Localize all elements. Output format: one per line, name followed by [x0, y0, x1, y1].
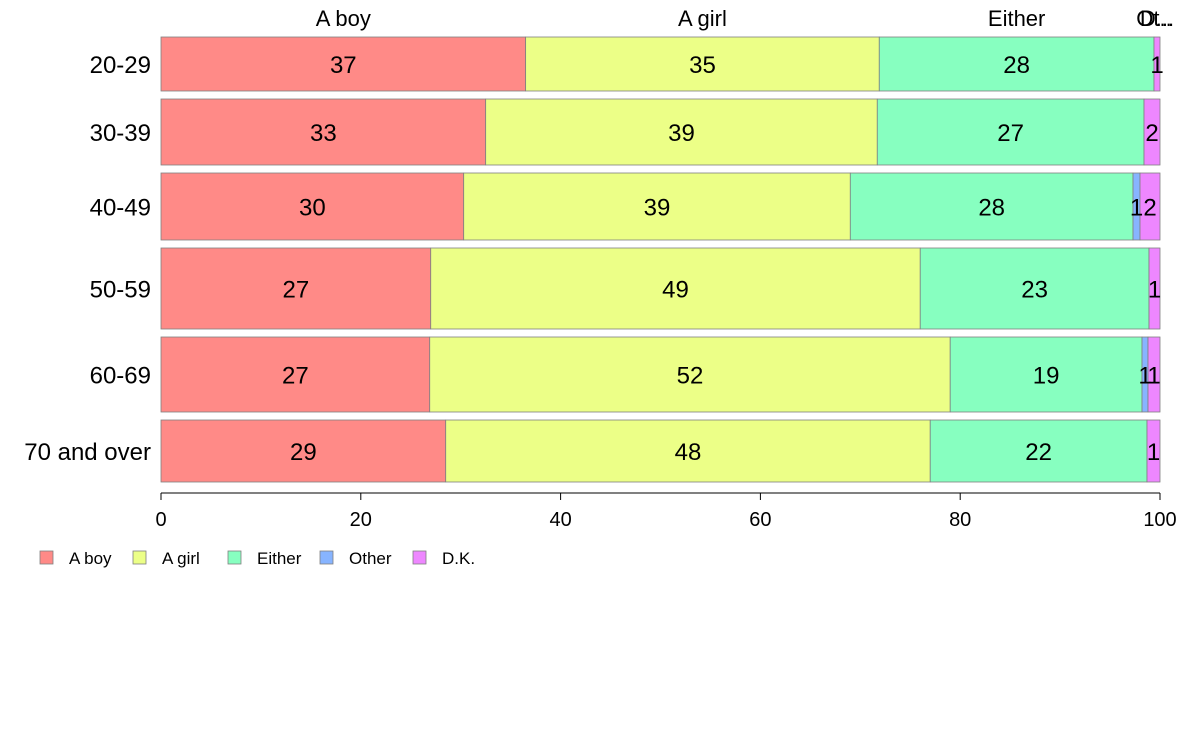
top-series-label: Either	[988, 6, 1045, 31]
top-series-label: D...	[1140, 6, 1174, 31]
bar-segment	[160, 336, 431, 413]
bar-value-label: 30	[299, 195, 326, 222]
legend-swatch	[319, 550, 334, 565]
bar-segment	[849, 172, 1134, 241]
legend-swatch	[39, 550, 54, 565]
bar-value-label: 1	[1138, 363, 1151, 390]
x-axis: 0 20 40 60 80 100	[155, 492, 1177, 531]
top-series-label: Ot..	[1136, 6, 1171, 31]
bar-value-label: 52	[677, 363, 704, 390]
bar-value-label: 33	[310, 120, 337, 147]
bar-value-label: 39	[668, 120, 695, 147]
legend-swatch	[227, 550, 242, 565]
bar-value-label: 27	[283, 277, 310, 304]
category-label: 40-49	[90, 195, 151, 222]
bar-segment	[1148, 247, 1161, 330]
bar-segment	[1139, 172, 1161, 241]
category-labels: 20-29 30-39 40-49 50-59 60-69 70 and over	[24, 52, 151, 466]
bar-segment	[445, 419, 931, 483]
legend-label: A boy	[69, 549, 112, 568]
bar-segment	[525, 36, 880, 92]
x-tick-label: 40	[549, 509, 571, 531]
bar-segment	[429, 336, 951, 413]
bar-value-label: 2	[1145, 120, 1158, 147]
top-series-label: A boy	[316, 6, 371, 31]
category-label: 60-69	[90, 363, 151, 390]
bar-value-label: 2	[1143, 195, 1156, 222]
bar-segment	[160, 419, 447, 483]
bar-segment	[485, 98, 878, 166]
bar-segment	[878, 36, 1155, 92]
x-tick-label: 100	[1143, 509, 1176, 531]
bar-segment	[160, 172, 465, 241]
bar-value-label: 27	[282, 363, 309, 390]
bar-segment	[1153, 36, 1161, 92]
bar-value-label: 49	[662, 277, 689, 304]
x-tick-label: 20	[350, 509, 372, 531]
bar-segment	[160, 98, 487, 166]
bar-segment	[463, 172, 851, 241]
category-label: 70 and over	[24, 439, 151, 466]
bar-segment	[949, 336, 1143, 413]
bar-value-label: 1	[1150, 52, 1163, 79]
legend-label: D.K.	[442, 549, 475, 568]
bar-value-label: 28	[1003, 52, 1030, 79]
x-tick-label: 80	[949, 509, 971, 531]
bar-value-label: 37	[330, 52, 357, 79]
legend-label: Either	[257, 549, 302, 568]
bar-value-label: 1	[1130, 195, 1143, 222]
x-tick-label: 60	[749, 509, 771, 531]
bar-value-label: 1	[1147, 439, 1160, 466]
category-label: 30-39	[90, 120, 151, 147]
bar-value-label: 19	[1033, 363, 1060, 390]
bar-value-label: 23	[1021, 277, 1048, 304]
category-label: 20-29	[90, 52, 151, 79]
legend-label: Other	[349, 549, 392, 568]
bar-segment	[929, 419, 1148, 483]
legend: A boy A girl Either Other D.K.	[39, 549, 475, 568]
bar-value-label: 28	[978, 195, 1005, 222]
bar-value-label: 1	[1147, 363, 1160, 390]
x-tick-label: 0	[155, 509, 166, 531]
bar-value-label: 48	[675, 439, 702, 466]
legend-swatch	[132, 550, 147, 565]
bar-segment	[1147, 336, 1161, 413]
bar-segment	[876, 98, 1145, 166]
bar-value-label: 22	[1025, 439, 1052, 466]
bar-value-label: 29	[290, 439, 317, 466]
legend-label: A girl	[162, 549, 200, 568]
bar-value-label: 35	[689, 52, 716, 79]
bar-segment	[1146, 419, 1161, 483]
bar-segment	[919, 247, 1150, 330]
category-label: 50-59	[90, 277, 151, 304]
bar-value-label: 27	[997, 120, 1024, 147]
top-series-labels: A boy A girl Either Ot..D...	[316, 6, 1174, 31]
legend-swatch	[412, 550, 427, 565]
bar-segment	[1143, 98, 1161, 166]
bar-segment	[430, 247, 921, 330]
bar-value-label: 39	[644, 195, 671, 222]
bar-segment	[160, 36, 527, 92]
bar-segment	[160, 247, 432, 330]
top-series-label: A girl	[678, 6, 727, 31]
bar-value-label: 1	[1148, 277, 1161, 304]
